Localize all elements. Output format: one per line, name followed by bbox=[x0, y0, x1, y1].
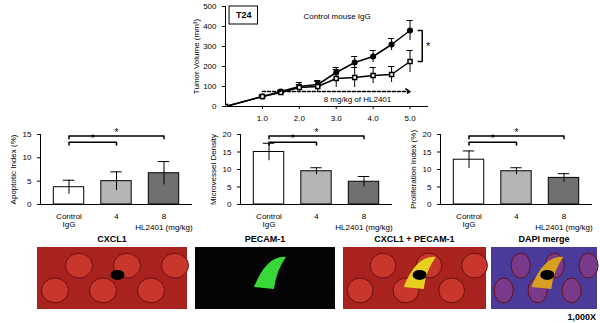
svg-text:5.0: 5.0 bbox=[404, 114, 416, 122]
svg-text:HL2401 (mg/kg): HL2401 (mg/kg) bbox=[335, 223, 393, 232]
svg-text:CXCL1: CXCL1 bbox=[97, 234, 127, 244]
svg-text:15: 15 bbox=[23, 130, 32, 139]
svg-text:20: 20 bbox=[423, 130, 432, 139]
svg-text:0: 0 bbox=[427, 200, 432, 209]
svg-text:CXCL1 + PECAM-1: CXCL1 + PECAM-1 bbox=[374, 234, 454, 244]
svg-text:*: * bbox=[515, 127, 519, 138]
svg-text:*: * bbox=[115, 127, 119, 138]
svg-text:4.0: 4.0 bbox=[368, 114, 380, 122]
svg-text:10: 10 bbox=[23, 153, 32, 162]
svg-text:10: 10 bbox=[223, 165, 232, 174]
svg-text:8: 8 bbox=[362, 212, 367, 221]
svg-text:200: 200 bbox=[203, 62, 217, 71]
svg-text:*: * bbox=[491, 133, 495, 144]
svg-text:4: 4 bbox=[314, 212, 319, 221]
svg-text:ControlIgG: ControlIgG bbox=[456, 212, 482, 229]
svg-text:HL2401 (mg/kg): HL2401 (mg/kg) bbox=[535, 223, 593, 232]
svg-text:4: 4 bbox=[514, 212, 519, 221]
svg-text:0: 0 bbox=[227, 200, 232, 209]
svg-text:1.0: 1.0 bbox=[257, 114, 269, 122]
svg-text:500: 500 bbox=[203, 2, 217, 11]
svg-text:8 mg/kg of HL2401: 8 mg/kg of HL2401 bbox=[324, 95, 392, 104]
svg-text:HL2401 (mg/kg): HL2401 (mg/kg) bbox=[135, 223, 193, 232]
svg-text:5: 5 bbox=[27, 177, 32, 186]
svg-text:20: 20 bbox=[223, 130, 232, 139]
svg-text:ControlIgG: ControlIgG bbox=[56, 212, 82, 229]
svg-text:T24: T24 bbox=[236, 10, 252, 20]
svg-text:8: 8 bbox=[562, 212, 567, 221]
svg-text:100: 100 bbox=[203, 82, 217, 91]
svg-text:Apoptotic Index (%): Apoptotic Index (%) bbox=[9, 134, 18, 204]
svg-text:10: 10 bbox=[423, 165, 432, 174]
svg-text:300: 300 bbox=[203, 42, 217, 51]
svg-text:*: * bbox=[315, 127, 319, 138]
svg-text:3.0: 3.0 bbox=[331, 114, 343, 122]
svg-text:5: 5 bbox=[427, 183, 432, 192]
svg-text:*: * bbox=[426, 40, 431, 52]
svg-text:Microvessel Density: Microvessel Density bbox=[209, 134, 218, 205]
svg-text:Proliferation Index (%): Proliferation Index (%) bbox=[409, 130, 418, 209]
svg-text:2.0: 2.0 bbox=[294, 114, 306, 122]
svg-text:1,000X: 1,000X bbox=[567, 312, 596, 322]
svg-text:0: 0 bbox=[212, 102, 217, 111]
svg-text:ControlIgG: ControlIgG bbox=[256, 212, 282, 229]
svg-text:400: 400 bbox=[203, 22, 217, 31]
svg-text:15: 15 bbox=[223, 148, 232, 157]
svg-text:PECAM-1: PECAM-1 bbox=[245, 234, 286, 244]
svg-text:*: * bbox=[91, 133, 95, 144]
svg-text:DAPI merge: DAPI merge bbox=[518, 234, 569, 244]
svg-text:5: 5 bbox=[227, 183, 232, 192]
svg-text:15: 15 bbox=[423, 148, 432, 157]
svg-text:*: * bbox=[291, 133, 295, 144]
svg-text:Control mouse IgG: Control mouse IgG bbox=[304, 12, 371, 21]
svg-text:Tumor Volume (mm³): Tumor Volume (mm³) bbox=[192, 19, 201, 95]
svg-text:8: 8 bbox=[162, 212, 167, 221]
svg-text:4: 4 bbox=[114, 212, 119, 221]
svg-text:0: 0 bbox=[27, 200, 32, 209]
